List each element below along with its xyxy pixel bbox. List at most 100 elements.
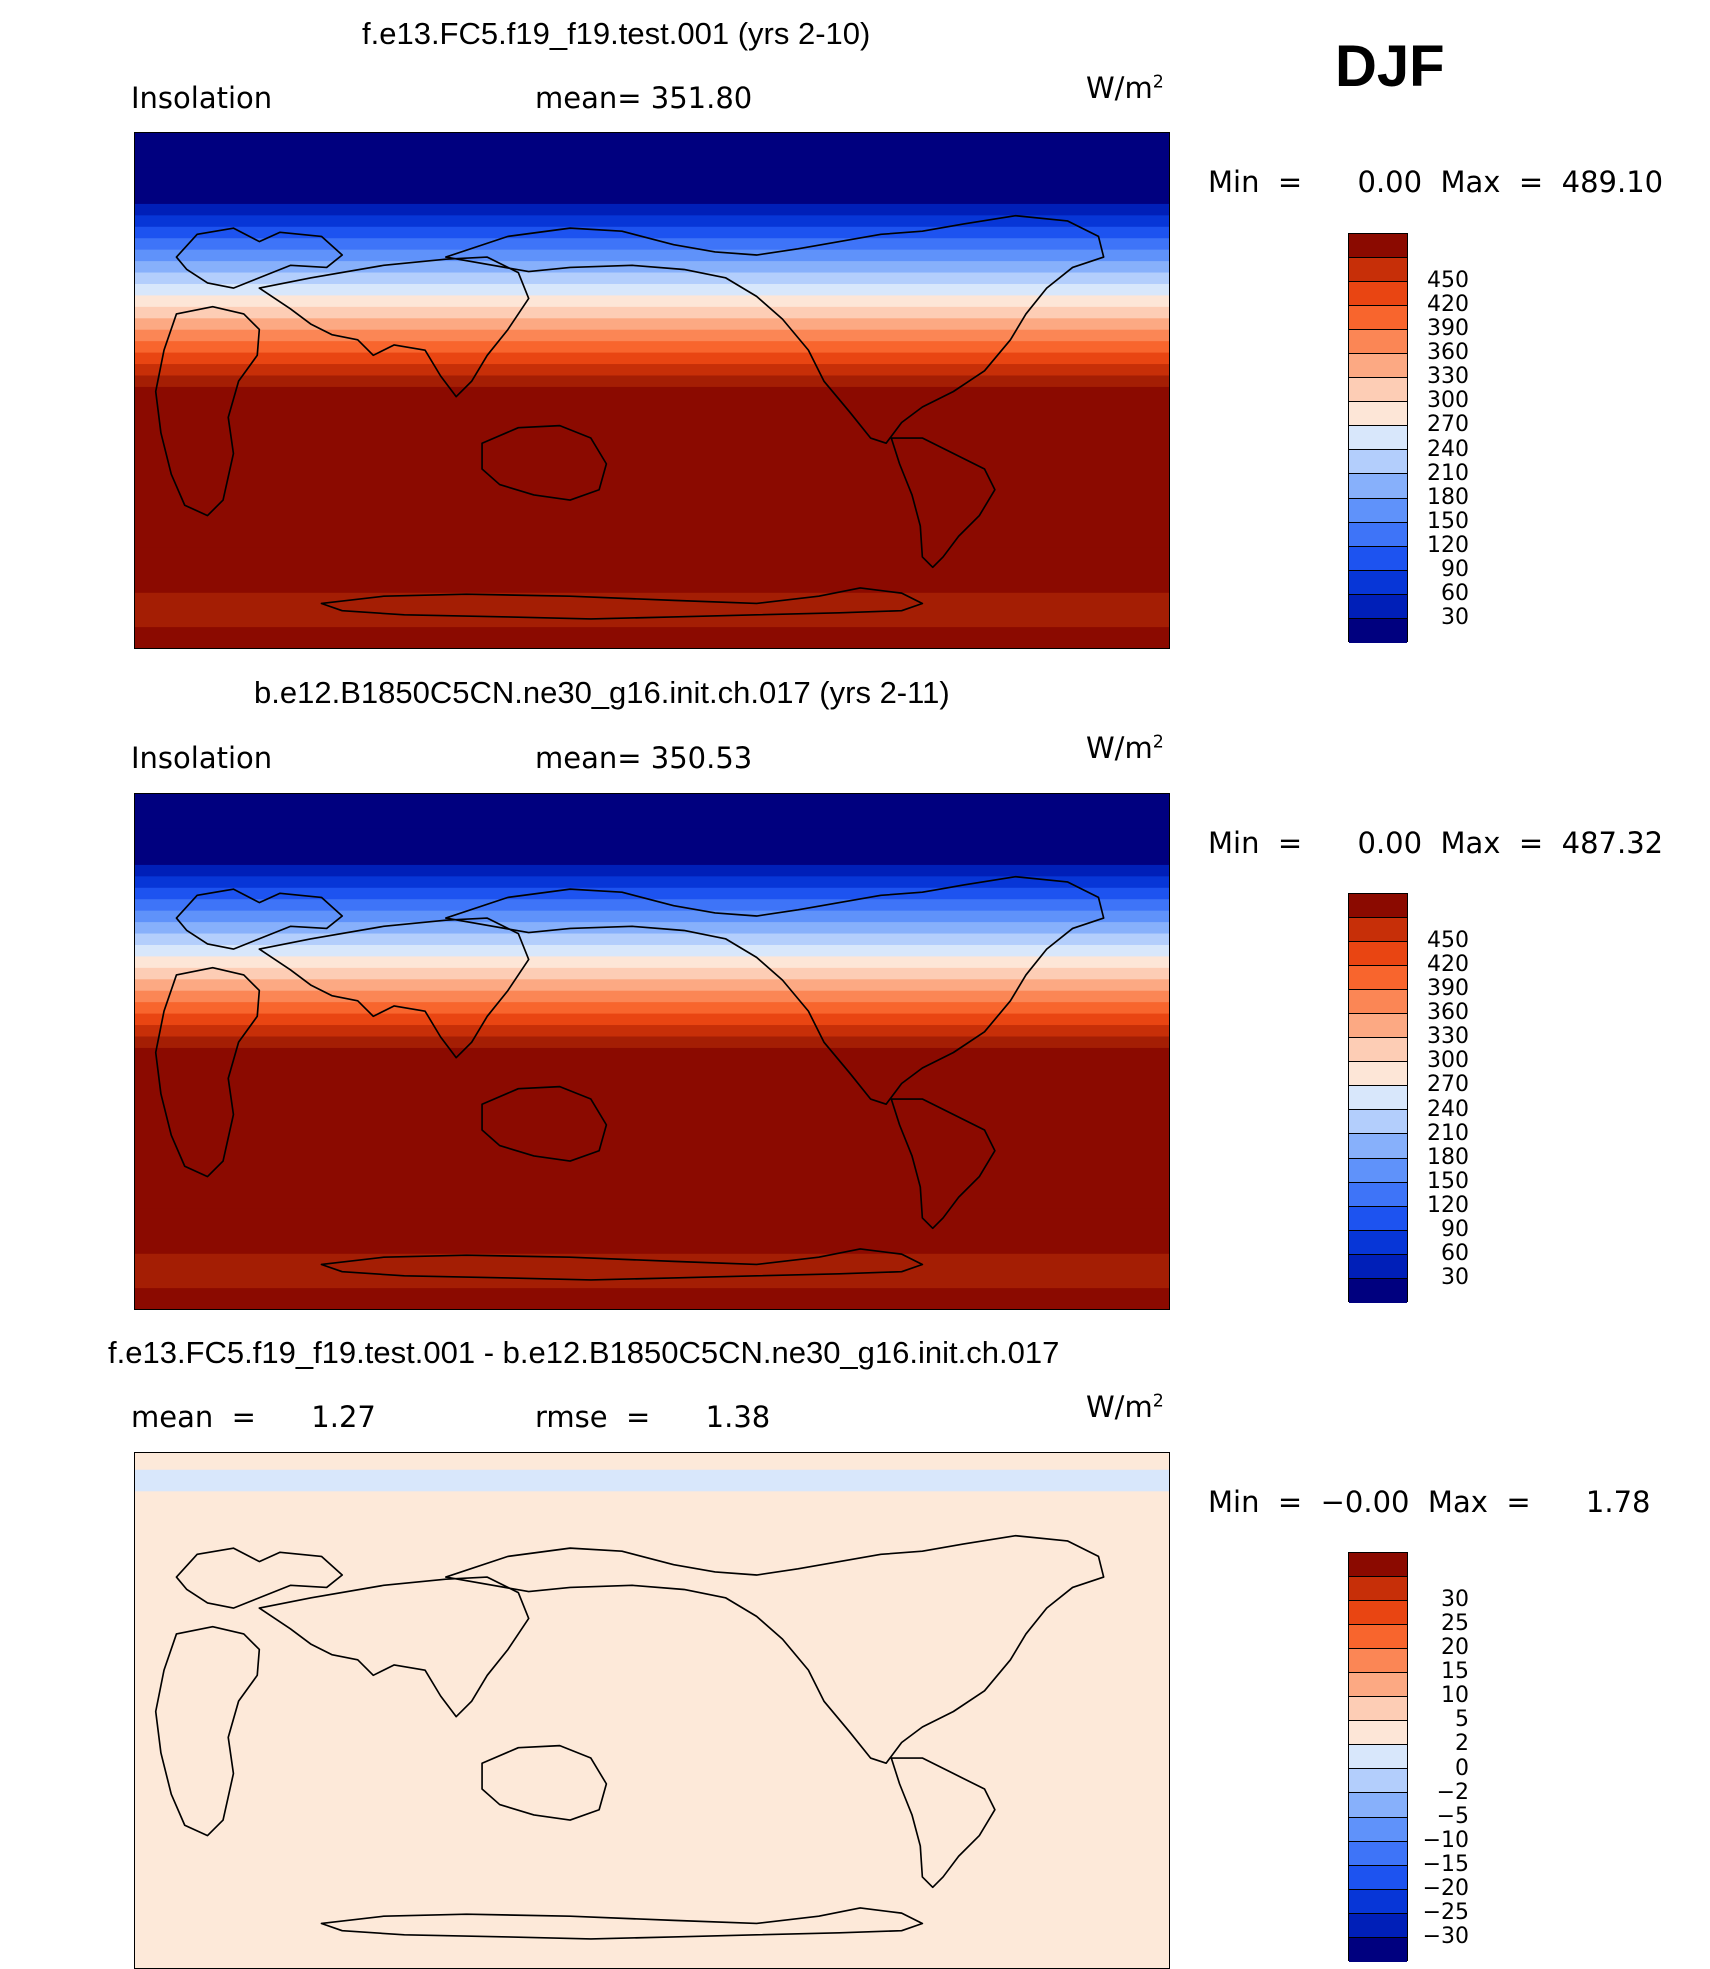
contour-band bbox=[135, 1013, 1169, 1026]
colorbar-swatch bbox=[1349, 1769, 1407, 1794]
colorbar-tick-label: 90 bbox=[1441, 556, 1469, 582]
panel-2-units: W/m2 bbox=[1086, 731, 1164, 765]
season-label: DJF bbox=[1335, 34, 1445, 99]
colorbar-swatch bbox=[1349, 1817, 1407, 1842]
coastline bbox=[175, 888, 344, 950]
colorbar-swatch bbox=[1349, 942, 1407, 967]
colorbar-swatch bbox=[1349, 1601, 1407, 1626]
panel-3-coastlines bbox=[154, 1534, 1105, 1940]
colorbar-tick-label: 330 bbox=[1427, 364, 1469, 390]
colorbar-tick-label: 15 bbox=[1441, 1659, 1469, 1685]
colorbar-swatch bbox=[1349, 234, 1407, 259]
colorbar-swatch bbox=[1349, 330, 1407, 355]
contour-band bbox=[135, 990, 1169, 1003]
contour-band bbox=[135, 249, 1169, 262]
colorbar-tick-label: −5 bbox=[1436, 1803, 1469, 1829]
coastline bbox=[258, 256, 530, 398]
colorbar-swatch bbox=[1349, 282, 1407, 307]
contour-band bbox=[135, 1288, 1169, 1309]
panel-2-contour-bands bbox=[135, 794, 1169, 1309]
contour-band bbox=[135, 864, 1169, 877]
contour-band bbox=[135, 375, 1169, 388]
contour-band bbox=[135, 933, 1169, 946]
contour-band bbox=[135, 592, 1169, 628]
colorbar-swatch bbox=[1349, 1721, 1407, 1746]
coastline bbox=[444, 214, 1105, 445]
coastline bbox=[444, 1534, 1105, 1765]
contour-band bbox=[135, 295, 1169, 308]
colorbar-3 bbox=[1348, 1552, 1408, 1962]
contour-band bbox=[135, 547, 1169, 594]
contour-band bbox=[135, 386, 1169, 468]
colorbar-tick-label: 210 bbox=[1427, 1120, 1469, 1146]
colorbar-tick-label: 5 bbox=[1455, 1707, 1469, 1733]
colorbar-tick-label: 25 bbox=[1441, 1611, 1469, 1637]
colorbar-swatch bbox=[1349, 966, 1407, 991]
colorbar-tick-label: 10 bbox=[1441, 1683, 1469, 1709]
panel-3-contour-bands bbox=[135, 1453, 1169, 1968]
colorbar-swatch bbox=[1349, 1673, 1407, 1698]
colorbar-tick-label: −20 bbox=[1422, 1875, 1469, 1901]
colorbar-swatch bbox=[1349, 1110, 1407, 1135]
colorbar-tick-label: −10 bbox=[1422, 1827, 1469, 1853]
colorbar-swatch bbox=[1349, 1278, 1407, 1303]
colorbar-tick-label: 390 bbox=[1427, 316, 1469, 342]
colorbar-tick-label: 60 bbox=[1441, 580, 1469, 606]
contour-band bbox=[135, 167, 1169, 194]
contour-band bbox=[135, 627, 1169, 648]
colorbar-tick-label: 360 bbox=[1427, 340, 1469, 366]
coastline bbox=[154, 305, 261, 517]
contour-band bbox=[135, 1491, 1169, 1968]
contour-band bbox=[135, 329, 1169, 342]
contour-band bbox=[135, 1469, 1169, 1492]
colorbar-swatch bbox=[1349, 450, 1407, 475]
panel-1-contour-bands bbox=[135, 133, 1169, 648]
coastline bbox=[258, 1576, 530, 1718]
colorbar-swatch bbox=[1349, 1038, 1407, 1063]
panel-1-units: W/m2 bbox=[1086, 71, 1164, 105]
colorbar-tick-label: 450 bbox=[1427, 928, 1469, 954]
panel-2-minmax: Min = 0.00 Max = 487.32 bbox=[1208, 826, 1664, 860]
colorbar-tick-label: 420 bbox=[1427, 292, 1469, 318]
colorbar-swatch bbox=[1349, 894, 1407, 919]
panel-2-coastlines bbox=[154, 875, 1105, 1281]
colorbar-tick-label: 20 bbox=[1441, 1635, 1469, 1661]
panel-1-title: f.e13.FC5.f19_f19.test.001 (yrs 2-10) bbox=[362, 16, 871, 51]
colorbar-tick-label: 300 bbox=[1427, 1048, 1469, 1074]
contour-band bbox=[135, 215, 1169, 228]
colorbar-tick-label: −30 bbox=[1422, 1923, 1469, 1949]
contour-band bbox=[135, 853, 1169, 866]
coastline bbox=[175, 227, 344, 289]
colorbar-swatch bbox=[1349, 258, 1407, 283]
colorbar-tick-label: 210 bbox=[1427, 460, 1469, 486]
colorbar-swatch bbox=[1349, 426, 1407, 451]
colorbar-swatch bbox=[1349, 378, 1407, 403]
coastline bbox=[890, 1757, 996, 1889]
panel-3-rmse-label: rmse = 1.38 bbox=[535, 1400, 771, 1434]
colorbar-swatch bbox=[1349, 306, 1407, 331]
colorbar-swatch bbox=[1349, 498, 1407, 523]
contour-band bbox=[135, 341, 1169, 354]
contour-band bbox=[135, 876, 1169, 889]
panel-3-map bbox=[134, 1452, 1170, 1969]
coastline bbox=[890, 1098, 996, 1230]
coastline bbox=[481, 1085, 608, 1162]
panel-3-units: W/m2 bbox=[1086, 1390, 1164, 1424]
colorbar-tick-label: 60 bbox=[1441, 1240, 1469, 1266]
colorbar-swatch bbox=[1349, 990, 1407, 1015]
coastline bbox=[481, 1744, 608, 1821]
coastline bbox=[320, 587, 924, 620]
contour-band bbox=[135, 910, 1169, 923]
contour-band bbox=[135, 364, 1169, 377]
panel-1-mean-label: mean= 351.80 bbox=[535, 81, 753, 115]
contour-band bbox=[135, 192, 1169, 205]
colorbar-tick-label: 420 bbox=[1427, 952, 1469, 978]
contour-band bbox=[135, 979, 1169, 992]
colorbar-swatch bbox=[1349, 522, 1407, 547]
panel-1-coastlines bbox=[154, 214, 1105, 620]
colorbar-swatch bbox=[1349, 354, 1407, 379]
panel-1-variable-label: Insolation bbox=[131, 81, 273, 115]
panel-3-mean-label: mean = 1.27 bbox=[131, 1400, 376, 1434]
colorbar-tick-label: 90 bbox=[1441, 1216, 1469, 1242]
panel-2-title: b.e12.B1850C5CN.ne30_g16.init.ch.017 (yr… bbox=[254, 675, 950, 710]
